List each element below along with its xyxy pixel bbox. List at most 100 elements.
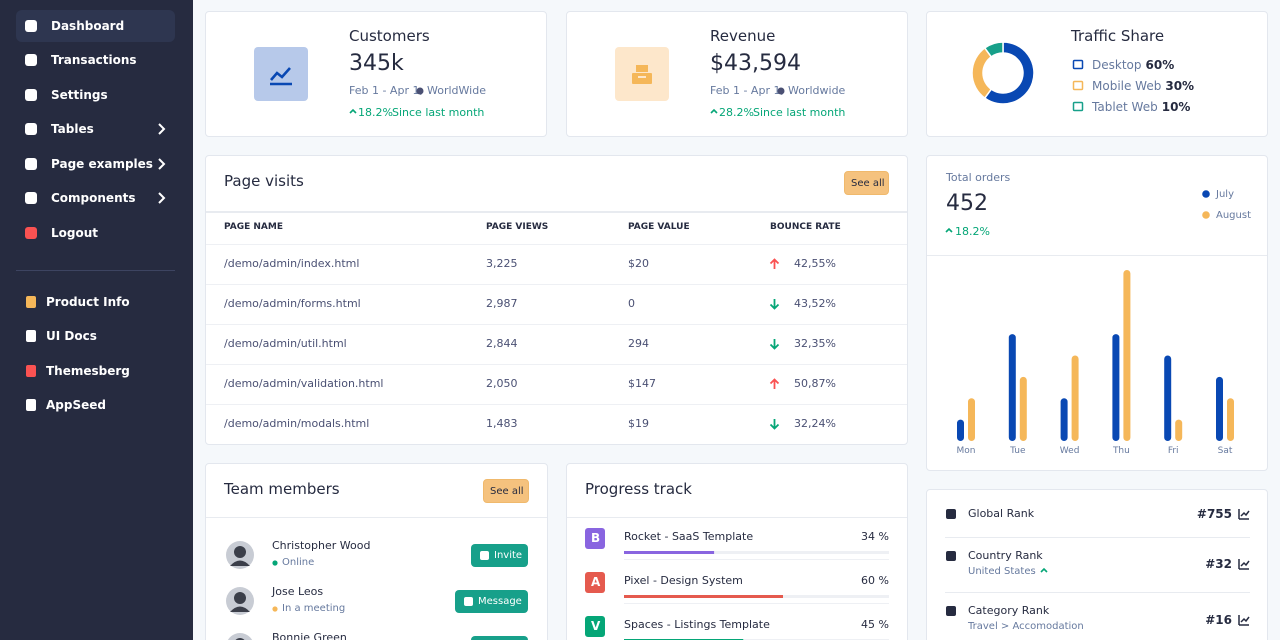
rank-value: #16 (1205, 612, 1232, 627)
cell-value: $147 (628, 377, 656, 391)
legend-name: Desktop (1092, 57, 1142, 72)
trend-arrow (769, 339, 780, 350)
member-status: Online (282, 556, 315, 568)
nav-item[interactable] (16, 44, 175, 76)
orders-total: 452 (946, 191, 988, 217)
cell-value: $20 (628, 257, 649, 271)
trend-arrow (769, 419, 780, 430)
action-button[interactable] (471, 544, 528, 567)
rank-title: Country Rank (968, 549, 1043, 563)
progress-bar (624, 551, 715, 554)
rank-value: #32 (1205, 556, 1232, 571)
stat-change: 18.2% (358, 106, 393, 120)
see-all-button[interactable] (483, 479, 529, 503)
link-item[interactable] (16, 355, 175, 387)
chevron (158, 158, 166, 170)
nav-label: Settings (51, 87, 108, 102)
stat-icon-box (254, 47, 308, 101)
cell-page: /demo/admin/index.html (224, 257, 360, 271)
nav-item[interactable] (16, 79, 175, 111)
row-line (624, 603, 889, 604)
row-line (624, 559, 889, 560)
nav-icon (25, 123, 37, 135)
x-tick-label: Thu (1112, 446, 1130, 457)
nav-item[interactable] (16, 10, 175, 42)
x-tick-label: Mon (956, 446, 976, 457)
avatar (226, 541, 254, 569)
action-button[interactable] (455, 590, 528, 613)
card-title: Team members (224, 479, 340, 498)
progress-label: 45 % (861, 618, 889, 632)
trend-arrow (769, 299, 780, 310)
status-dot (272, 606, 278, 612)
page-visits-card (205, 155, 908, 445)
member-name: Christopher Wood (272, 539, 371, 553)
card-title: Page visits (224, 171, 304, 190)
link-label: Themesberg (46, 363, 130, 378)
rank-title: Category Rank (968, 604, 1050, 618)
member-name: Bonnie Green (272, 631, 347, 640)
row-line (206, 324, 907, 325)
stat-icon (270, 67, 292, 86)
active-nav (16, 10, 175, 42)
column-header: PAGE NAME (224, 222, 284, 233)
nav-item[interactable] (16, 217, 175, 249)
link-item[interactable] (16, 286, 175, 318)
legend-icon (1072, 59, 1084, 70)
nav-label: Page examples (51, 156, 153, 171)
stat-value: $43,594 (710, 51, 801, 77)
nav-item[interactable] (16, 148, 175, 180)
table-header-line (206, 211, 907, 213)
nav-item[interactable] (16, 113, 175, 145)
avatar (226, 587, 254, 615)
cell-bounce: 50,87% (794, 377, 836, 391)
rank-chart-icon (1238, 559, 1250, 570)
link-item[interactable] (16, 389, 175, 421)
legend-dot (1202, 211, 1210, 219)
cell-bounce: 42,55% (794, 257, 836, 271)
cell-value: 0 (628, 297, 635, 311)
up-arrow (710, 108, 718, 114)
stat-period: Feb 1 - Apr 1, (349, 84, 423, 98)
x-tick-label: Fri (1167, 446, 1179, 457)
member-name: Jose Leos (272, 585, 324, 599)
nav-icon (25, 158, 37, 170)
project-badge: V (591, 618, 601, 633)
stat-note: Since last month (753, 106, 846, 120)
trend-arrow (769, 378, 780, 389)
chevron (158, 192, 166, 204)
legend-value: 30% (1165, 78, 1195, 93)
nav-label: Transactions (51, 52, 137, 67)
globe-icon (416, 87, 424, 95)
column-header: PAGE VIEWS (486, 222, 549, 233)
legend-value: 10% (1161, 99, 1191, 114)
nav-item[interactable] (16, 182, 175, 214)
link-icon (26, 365, 36, 377)
action-button[interactable] (471, 636, 528, 640)
x-tick-label: Tue (1010, 446, 1026, 457)
button-icon (480, 551, 489, 560)
card-divider (567, 517, 907, 518)
x-tick-label: Wed (1059, 446, 1080, 457)
donut-segment (971, 46, 993, 100)
link-label: AppSeed (46, 397, 106, 412)
up-arrow (945, 227, 953, 233)
project-name: Spaces - Listings Template (624, 618, 770, 632)
project-icon (585, 572, 605, 593)
nav-label: Components (51, 190, 136, 205)
rank-card (926, 489, 1268, 640)
orders-change: 18.2% (955, 225, 990, 239)
row-line (945, 537, 1250, 538)
cell-bounce: 32,24% (794, 417, 836, 431)
progress-label: 34 % (861, 530, 889, 544)
link-item[interactable] (16, 320, 175, 352)
legend-dot (1202, 190, 1210, 198)
nav-label: Tables (51, 121, 94, 136)
cell-bounce: 32,35% (794, 337, 836, 351)
see-all-button[interactable] (844, 171, 889, 195)
sidebar-divider (16, 270, 175, 271)
donut (971, 41, 1035, 105)
stat-title: Revenue (710, 26, 776, 45)
button-icon (464, 597, 473, 606)
link-label: UI Docs (46, 328, 97, 343)
